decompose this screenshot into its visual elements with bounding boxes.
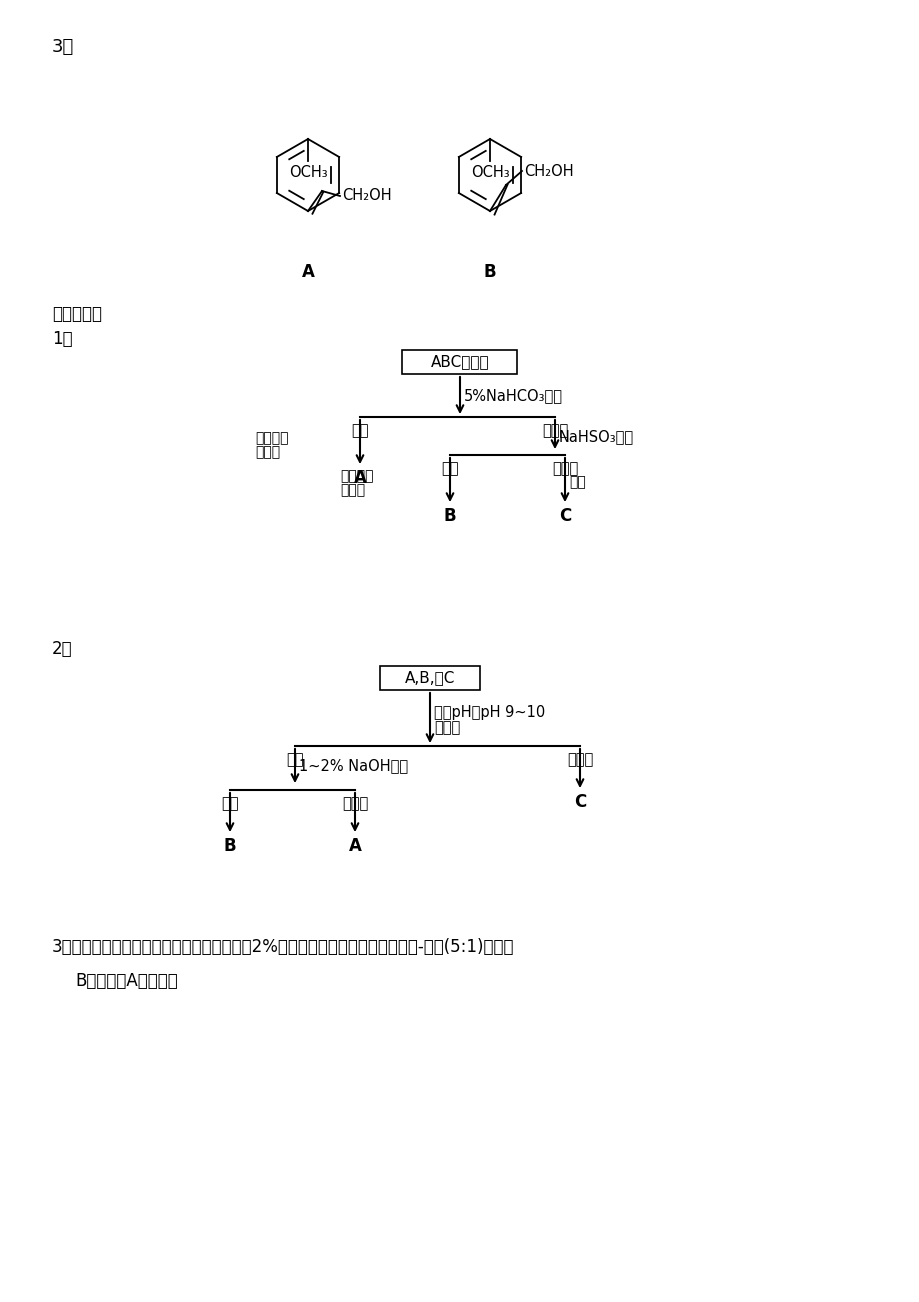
Text: A: A (348, 837, 361, 855)
Text: 有机层: 有机层 (566, 753, 593, 767)
Text: 5%NaHCO₃萃取: 5%NaHCO₃萃取 (463, 388, 562, 404)
Text: C: C (573, 793, 585, 811)
Text: CH₂OH: CH₂OH (524, 164, 573, 178)
Bar (380, 667, 480, 690)
Text: 苯萃取: 苯萃取 (434, 720, 460, 736)
Text: OCH₃: OCH₃ (471, 165, 509, 180)
Text: 水层: 水层 (221, 796, 239, 811)
Text: B先出柱，A后出柱。: B先出柱，A后出柱。 (75, 973, 177, 990)
Text: B: B (483, 263, 495, 281)
Text: B: B (223, 837, 236, 855)
Text: 3、: 3、 (52, 38, 74, 56)
Text: 水层: 水层 (441, 461, 459, 477)
Text: 酸化过滤: 酸化过滤 (255, 431, 289, 445)
Text: 有机层: 有机层 (342, 796, 368, 811)
Text: 有机层: 有机层 (541, 423, 568, 437)
Text: 酸化过滤: 酸化过滤 (340, 469, 373, 483)
Text: 蒸馏: 蒸馏 (568, 475, 585, 490)
Text: A: A (353, 469, 366, 487)
Text: 水层: 水层 (286, 753, 303, 767)
Text: 1、: 1、 (52, 329, 73, 348)
Text: 3、采用硝酸銀络合确胶柱层析分离，以含有2%硝酸銀的确胶作为固定相，以苯-乙醚(5:1)洗脱，: 3、采用硝酸銀络合确胶柱层析分离，以含有2%硝酸銀的确胶作为固定相，以苯-乙醚(… (52, 937, 514, 956)
Text: A: A (301, 263, 314, 281)
Text: 调节pH至pH 9~10: 调节pH至pH 9~10 (434, 704, 545, 720)
Text: NaHSO₃萃取: NaHSO₃萃取 (559, 430, 633, 444)
Text: ABC混合物: ABC混合物 (430, 354, 489, 370)
Text: CH₂OH: CH₂OH (342, 189, 391, 203)
Text: 2、: 2、 (52, 641, 73, 658)
Bar (403, 350, 516, 374)
Text: A,B,和C: A,B,和C (404, 671, 455, 685)
Text: 参考答案：: 参考答案： (52, 305, 102, 323)
Text: 水层: 水层 (351, 423, 369, 437)
Text: C: C (558, 506, 571, 525)
Text: 混合物: 混合物 (255, 445, 279, 460)
Text: 1~2% NaOH萃取: 1~2% NaOH萃取 (299, 759, 408, 773)
Text: OCH₃: OCH₃ (289, 165, 327, 180)
Text: B: B (443, 506, 456, 525)
Text: 有机层: 有机层 (551, 461, 577, 477)
Text: 混合物: 混合物 (340, 483, 365, 497)
